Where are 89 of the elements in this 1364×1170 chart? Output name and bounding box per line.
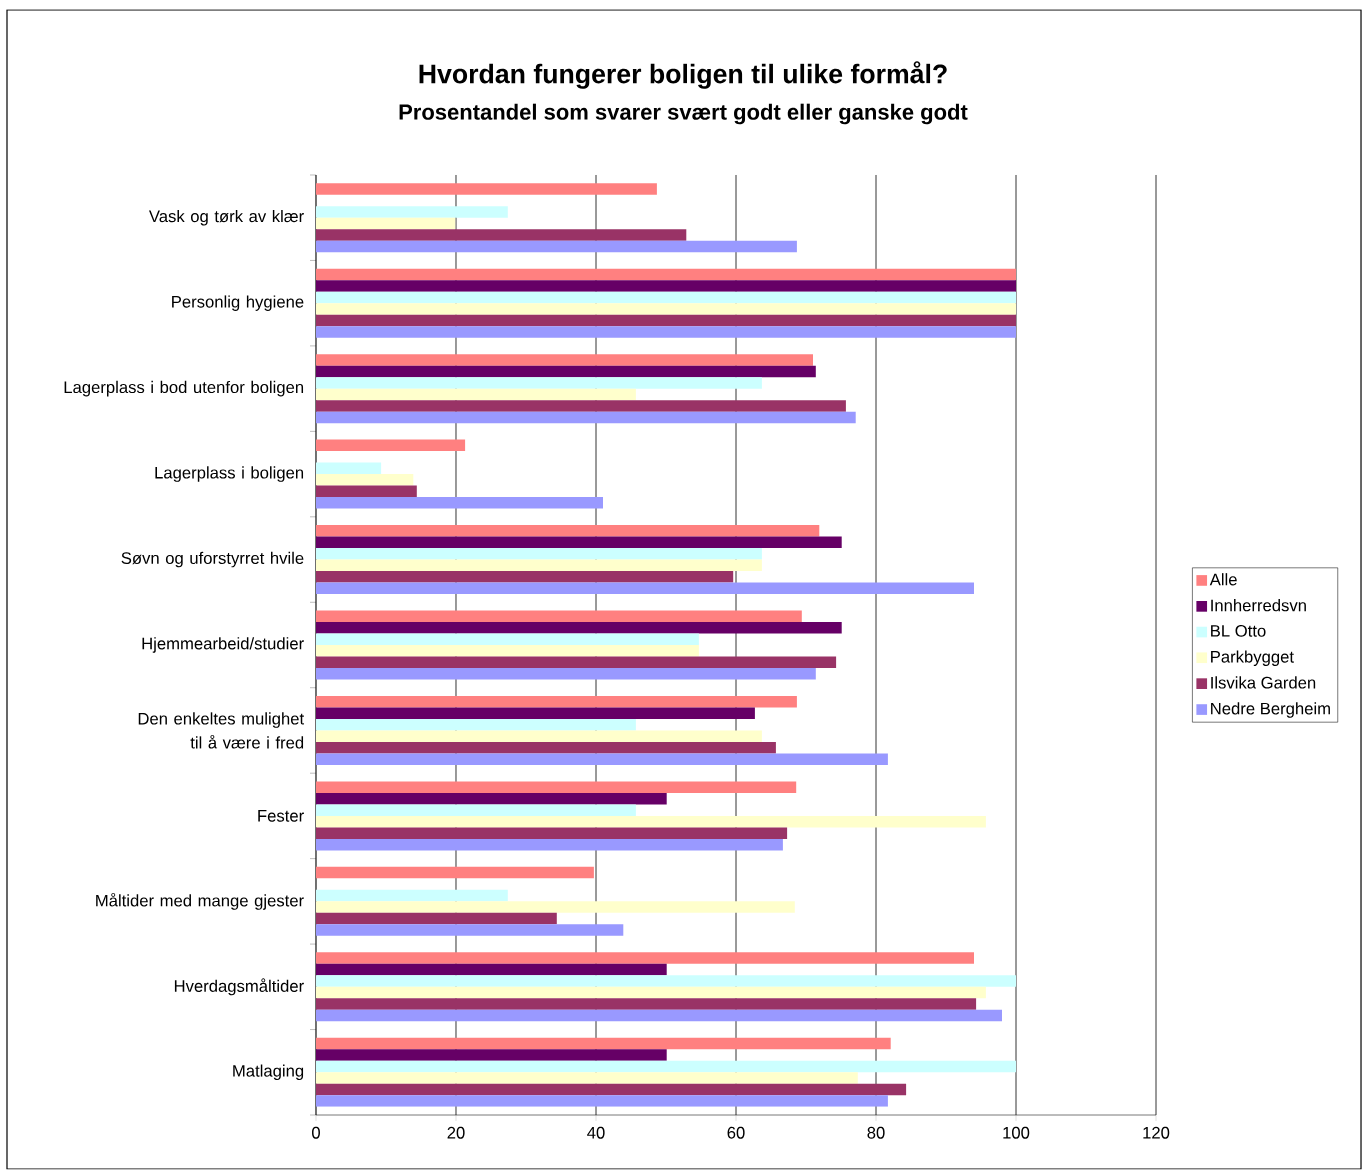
bar (316, 827, 788, 840)
bar (316, 525, 820, 537)
legend-label: Innherredsvn (1211, 599, 1306, 612)
legend-label: Nedre Bergheim (1211, 702, 1330, 718)
bar (316, 548, 762, 560)
bar (316, 668, 816, 680)
y-tick-label: Hjemmearbeid/studier (142, 637, 304, 653)
bar (316, 377, 762, 389)
bar (316, 462, 382, 475)
bar (316, 280, 1017, 292)
bar (316, 707, 755, 720)
bar (316, 998, 977, 1011)
y-tick-label: Hverdagsmåltider (174, 978, 304, 996)
bar (316, 1060, 1017, 1073)
bar (316, 656, 837, 669)
x-tick-label: 60 (727, 1127, 745, 1139)
bar (316, 793, 667, 805)
bar (316, 622, 842, 634)
bar (316, 485, 417, 498)
bar (316, 1037, 891, 1050)
y-tick-label: Måltider med mange gjester (96, 893, 304, 911)
bar (316, 1010, 1003, 1022)
x-tick-label: 80 (867, 1127, 885, 1139)
bar (316, 1049, 667, 1061)
x-tick-label: 40 (587, 1127, 605, 1139)
legend-label: Parkbygget (1211, 650, 1294, 667)
bar (316, 924, 624, 937)
y-tick-label: Personlig hygiene (172, 295, 304, 312)
bar (316, 816, 986, 828)
bar (316, 645, 699, 657)
y-tick-label: Fester (258, 810, 304, 822)
bar (316, 411, 856, 424)
y-tick-label: Lagerplass i bod utenfor boligen (64, 381, 304, 397)
bar (316, 582, 975, 595)
bar (316, 839, 783, 851)
bar (316, 268, 1017, 281)
bar (316, 354, 813, 366)
bar (316, 1072, 858, 1084)
bar (316, 229, 687, 241)
x-tick-label: 20 (447, 1127, 465, 1139)
legend-label: Ilsvika Garden (1211, 676, 1316, 689)
chart-subtitle: Prosentandel som svarer svært godt eller ganske godt (399, 103, 968, 125)
bar (316, 240, 797, 253)
bar (316, 291, 1017, 304)
bar (316, 719, 636, 731)
x-tick-label: 0 (312, 1127, 320, 1139)
bar (316, 867, 594, 879)
bar (316, 536, 842, 549)
bar (316, 987, 986, 999)
chart-title: Hvordan fungerer boligen til ulike formål? (419, 61, 947, 89)
bar (316, 781, 797, 794)
bar (316, 730, 762, 743)
bar (316, 742, 776, 754)
legend-label: BL Otto (1211, 625, 1266, 637)
bar (316, 913, 557, 925)
bar (316, 901, 795, 914)
bar (316, 975, 1017, 988)
bar (316, 559, 762, 572)
bar (316, 952, 975, 965)
bar (316, 326, 1017, 338)
x-tick-label: 100 (1003, 1127, 1030, 1139)
y-tick-label: Den enkeltes mulighet til å være i fred (138, 712, 305, 749)
bar (316, 696, 797, 708)
bar (316, 206, 508, 218)
x-tick-label: 120 (1143, 1127, 1170, 1139)
bar (316, 753, 888, 766)
bar (316, 964, 667, 976)
legend-label: Alle (1209, 573, 1237, 586)
bar (316, 303, 1017, 315)
bar (316, 497, 603, 509)
bar (316, 217, 456, 230)
bar (316, 633, 699, 646)
bar (316, 1095, 888, 1107)
bar (316, 439, 466, 452)
bar (316, 388, 636, 401)
bar (316, 804, 636, 817)
bar (316, 365, 816, 378)
y-tick-label: Søvn og uforstyrret hvile (121, 551, 304, 568)
bar (316, 474, 414, 486)
y-tick-label: Vask og tørk av klær (148, 210, 304, 226)
bar (316, 890, 508, 902)
bar (316, 314, 1017, 327)
bar (316, 183, 657, 195)
bar (316, 571, 734, 583)
bar (316, 400, 846, 412)
y-tick-label: Matlaging (233, 1064, 304, 1081)
bar (316, 610, 802, 623)
bar (316, 1083, 907, 1096)
y-tick-label: Lagerplass i boligen (155, 466, 304, 483)
